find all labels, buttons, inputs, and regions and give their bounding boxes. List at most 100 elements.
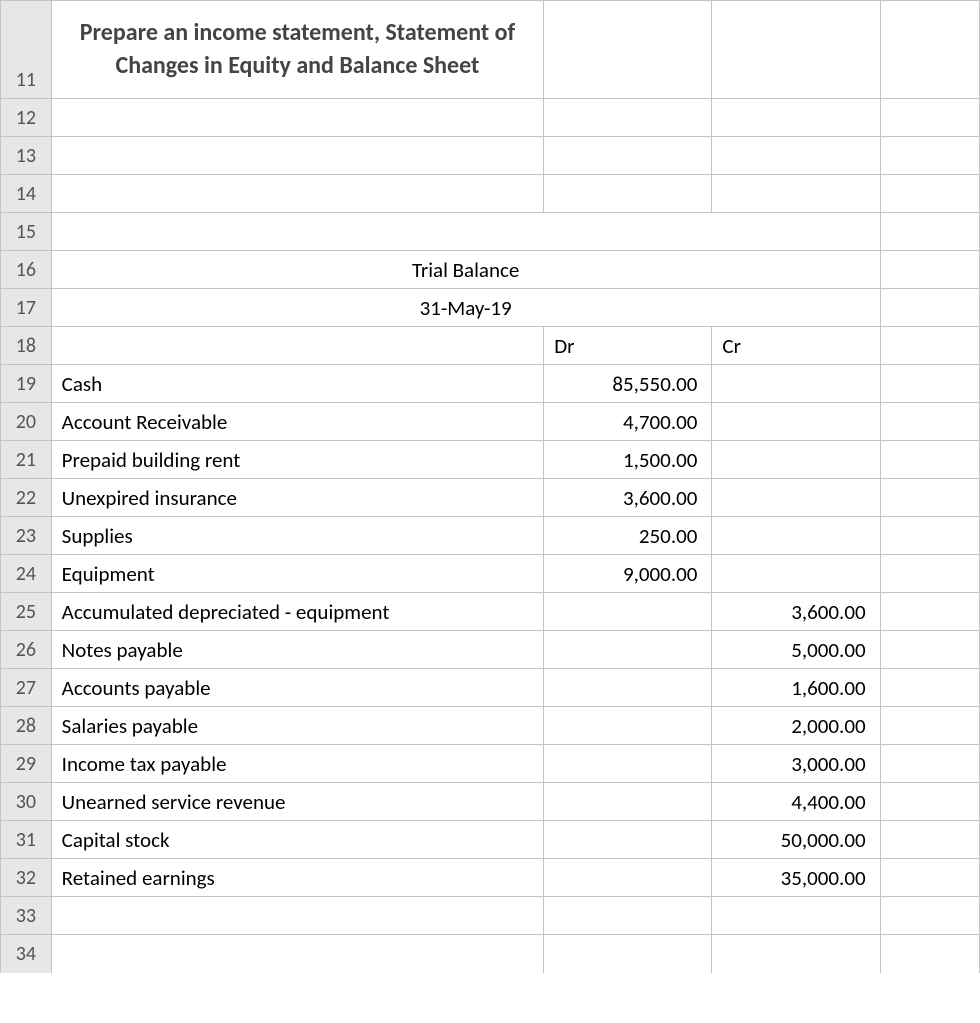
row-header[interactable]: 31	[1, 821, 52, 859]
cell[interactable]	[880, 251, 979, 289]
table-row[interactable]: 31 Capital stock 50,000.00	[1, 821, 980, 859]
cr-value[interactable]	[712, 555, 880, 593]
cell[interactable]	[880, 897, 979, 935]
account-name[interactable]: Accumulated depreciated - equipment	[51, 593, 544, 631]
cell[interactable]	[712, 99, 880, 137]
row[interactable]: 34	[1, 935, 980, 973]
row-header[interactable]: 21	[1, 441, 52, 479]
cell[interactable]	[51, 99, 544, 137]
cell[interactable]	[880, 745, 979, 783]
page-title[interactable]: Prepare an income statement, Statement o…	[51, 1, 544, 99]
row[interactable]: 13	[1, 137, 980, 175]
dr-value[interactable]	[544, 783, 712, 821]
row-header[interactable]: 33	[1, 897, 52, 935]
cell[interactable]	[880, 859, 979, 897]
dr-value[interactable]	[544, 707, 712, 745]
cr-value[interactable]: 3,600.00	[712, 593, 880, 631]
cell[interactable]	[544, 99, 712, 137]
cr-value[interactable]: 50,000.00	[712, 821, 880, 859]
cr-value[interactable]	[712, 365, 880, 403]
row-header[interactable]: 24	[1, 555, 52, 593]
account-name[interactable]: Unearned service revenue	[51, 783, 544, 821]
cell[interactable]	[880, 517, 979, 555]
account-name[interactable]: Account Receivable	[51, 403, 544, 441]
cell[interactable]	[880, 555, 979, 593]
cell[interactable]	[880, 631, 979, 669]
table-row[interactable]: 26 Notes payable 5,000.00	[1, 631, 980, 669]
cr-value[interactable]	[712, 479, 880, 517]
account-name[interactable]: Notes payable	[51, 631, 544, 669]
account-name[interactable]: Income tax payable	[51, 745, 544, 783]
table-row[interactable]: 23 Supplies 250.00	[1, 517, 980, 555]
row[interactable]: 33	[1, 897, 980, 935]
cell[interactable]	[880, 479, 979, 517]
row-header[interactable]: 19	[1, 365, 52, 403]
account-name[interactable]: Salaries payable	[51, 707, 544, 745]
cell[interactable]	[51, 897, 544, 935]
cell[interactable]	[544, 175, 712, 213]
row-header[interactable]: 34	[1, 935, 52, 973]
cr-value[interactable]	[712, 403, 880, 441]
cell[interactable]	[880, 1, 979, 99]
dr-value[interactable]: 1,500.00	[544, 441, 712, 479]
column-header-dr[interactable]: Dr	[544, 327, 712, 365]
cell[interactable]	[880, 99, 979, 137]
table-row[interactable]: 19 Cash 85,550.00	[1, 365, 980, 403]
cell[interactable]	[880, 327, 979, 365]
cell[interactable]	[712, 137, 880, 175]
cr-value[interactable]: 4,400.00	[712, 783, 880, 821]
dr-value[interactable]: 85,550.00	[544, 365, 712, 403]
row-header[interactable]: 12	[1, 99, 52, 137]
cell[interactable]	[880, 213, 979, 251]
dr-value[interactable]: 4,700.00	[544, 403, 712, 441]
row-header[interactable]: 13	[1, 137, 52, 175]
column-header-cr[interactable]: Cr	[712, 327, 880, 365]
cell[interactable]	[880, 593, 979, 631]
row[interactable]: 12	[1, 99, 980, 137]
account-name[interactable]: Supplies	[51, 517, 544, 555]
cell[interactable]	[880, 783, 979, 821]
trial-balance-title[interactable]: Trial Balance	[51, 251, 880, 289]
dr-value[interactable]	[544, 859, 712, 897]
row-header[interactable]: 28	[1, 707, 52, 745]
cell[interactable]	[712, 1, 880, 99]
row-header[interactable]: 16	[1, 251, 52, 289]
spreadsheet-grid[interactable]: 11 Prepare an income statement, Statemen…	[0, 0, 980, 973]
row-header[interactable]: 25	[1, 593, 52, 631]
cr-value[interactable]: 1,600.00	[712, 669, 880, 707]
row-header[interactable]: 29	[1, 745, 52, 783]
dr-value[interactable]	[544, 631, 712, 669]
cell[interactable]	[880, 137, 979, 175]
account-name[interactable]: Retained earnings	[51, 859, 544, 897]
cell[interactable]	[544, 137, 712, 175]
account-name[interactable]: Prepaid building rent	[51, 441, 544, 479]
table-row[interactable]: 21 Prepaid building rent 1,500.00	[1, 441, 980, 479]
cell[interactable]	[51, 213, 880, 251]
table-row[interactable]: 20 Account Receivable 4,700.00	[1, 403, 980, 441]
table-row[interactable]: 25 Accumulated depreciated - equipment 3…	[1, 593, 980, 631]
cell[interactable]	[880, 935, 979, 973]
table-row[interactable]: 32 Retained earnings 35,000.00	[1, 859, 980, 897]
cr-value[interactable]: 35,000.00	[712, 859, 880, 897]
dr-value[interactable]	[544, 593, 712, 631]
table-row[interactable]: 28 Salaries payable 2,000.00	[1, 707, 980, 745]
cr-value[interactable]: 2,000.00	[712, 707, 880, 745]
row-header[interactable]: 14	[1, 175, 52, 213]
trial-balance-date[interactable]: 31-May-19	[51, 289, 880, 327]
cell[interactable]	[51, 935, 544, 973]
dr-value[interactable]	[544, 669, 712, 707]
cell[interactable]	[544, 935, 712, 973]
row-header[interactable]: 20	[1, 403, 52, 441]
dr-value[interactable]: 3,600.00	[544, 479, 712, 517]
cell[interactable]	[880, 707, 979, 745]
row-header[interactable]: 26	[1, 631, 52, 669]
cell[interactable]	[712, 897, 880, 935]
cell[interactable]	[880, 175, 979, 213]
cell[interactable]	[712, 175, 880, 213]
cell[interactable]	[880, 669, 979, 707]
dr-value[interactable]	[544, 745, 712, 783]
row[interactable]: 18 Dr Cr	[1, 327, 980, 365]
account-name[interactable]: Accounts payable	[51, 669, 544, 707]
row-header[interactable]: 23	[1, 517, 52, 555]
row-header[interactable]: 32	[1, 859, 52, 897]
